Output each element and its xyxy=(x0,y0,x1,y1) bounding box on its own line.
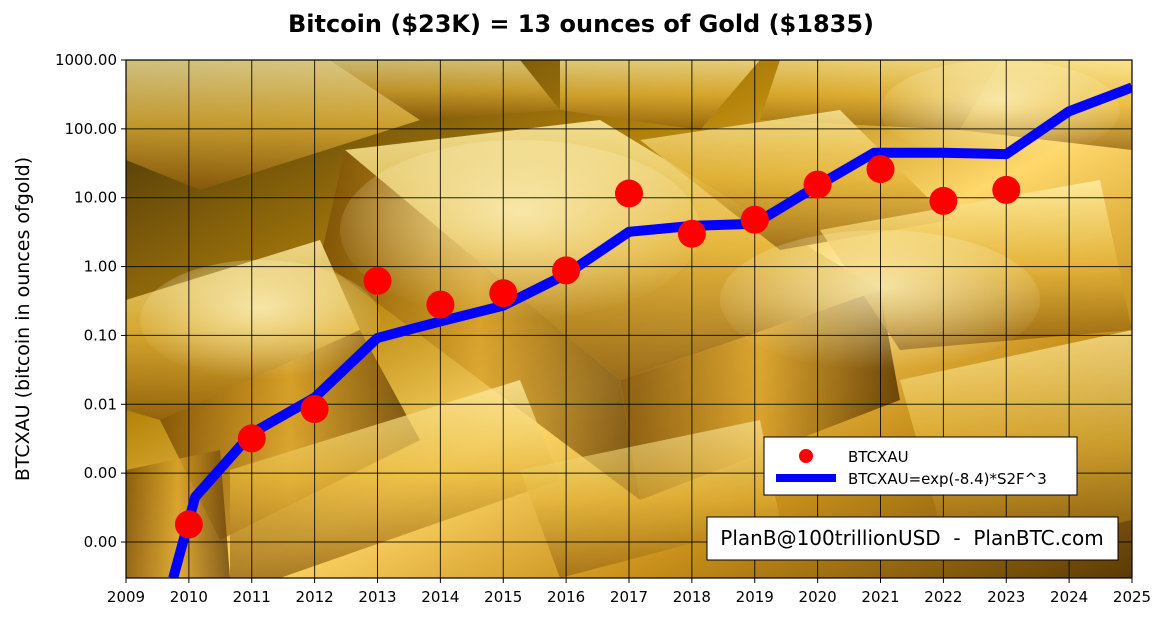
btcxau-data-point xyxy=(552,256,581,285)
credit-annotation: PlanB@100trillionUSD - PlanBTC.com xyxy=(706,516,1119,561)
y-tick-label: 0.00 xyxy=(84,533,117,551)
x-tick-label: 2025 xyxy=(1113,588,1151,606)
x-tick-label: 2012 xyxy=(296,588,334,606)
y-tick-label: 0.10 xyxy=(84,326,117,344)
y-tick-label: 0.01 xyxy=(84,395,117,413)
btcxau-data-point xyxy=(740,205,769,234)
legend-label-line: BTCXAU=exp(-8.4)*S2F^3 xyxy=(848,470,1047,488)
x-tick-label: 2011 xyxy=(233,588,271,606)
btcxau-data-point xyxy=(426,290,455,319)
x-tick-label: 2022 xyxy=(924,588,962,606)
btcxau-data-point xyxy=(174,510,203,539)
y-tick-label: 10.00 xyxy=(74,189,117,207)
scatter-points-group xyxy=(174,155,1021,539)
y-tick-label: 0.00 xyxy=(84,464,117,482)
legend: BTCXAU BTCXAU=exp(-8.4)*S2F^3 xyxy=(763,436,1078,496)
x-tick-label: 2017 xyxy=(610,588,648,606)
chart-title: Bitcoin ($23K) = 13 ounces of Gold ($183… xyxy=(288,10,874,38)
btcxau-data-point xyxy=(992,175,1021,204)
x-tick-label: 2010 xyxy=(170,588,208,606)
y-tick-label: 1000.00 xyxy=(55,51,117,69)
x-tick-label: 2020 xyxy=(799,588,837,606)
x-tick-label: 2014 xyxy=(421,588,459,606)
x-tick-label: 2015 xyxy=(484,588,522,606)
model-series-line xyxy=(168,82,1132,578)
btcxau-data-point xyxy=(929,186,958,215)
x-tick-label: 2021 xyxy=(861,588,899,606)
y-axis-ticks: 1000.00 100.00 10.00 1.00 0.10 0.01 0.00 0.00 xyxy=(55,51,126,551)
x-tick-label: 2018 xyxy=(673,588,711,606)
btcxau-data-point xyxy=(489,279,518,308)
btcxau-data-point xyxy=(615,179,643,208)
x-tick-label: 2013 xyxy=(358,588,396,606)
x-tick-label: 2016 xyxy=(547,588,585,606)
x-tick-label: 2009 xyxy=(107,588,145,606)
btcxau-data-point xyxy=(237,424,266,453)
legend-label-scatter: BTCXAU xyxy=(848,448,909,466)
model-line-group xyxy=(168,82,1132,578)
y-tick-label: 1.00 xyxy=(84,258,117,276)
btcxau-data-point xyxy=(866,155,895,184)
x-axis-ticks: 2009 2010 2011 2012 2013 2014 2015 2016 2017 2018… xyxy=(107,578,1151,606)
x-tick-label: 2024 xyxy=(1050,588,1088,606)
x-tick-label: 2023 xyxy=(987,588,1025,606)
y-axis-label: BTCXAU (bitcoin in ounces ofgold) xyxy=(12,157,34,481)
btcxau-data-point xyxy=(363,266,392,295)
y-tick-label: 100.00 xyxy=(65,120,118,138)
x-tick-label: 2019 xyxy=(736,588,774,606)
credit-text: PlanB@100trillionUSD - PlanBTC.com xyxy=(720,526,1103,550)
btcxau-data-point xyxy=(677,219,706,248)
btcxau-data-point xyxy=(300,395,329,424)
legend-marker-scatter xyxy=(799,449,813,463)
btcxau-data-point xyxy=(803,170,832,199)
